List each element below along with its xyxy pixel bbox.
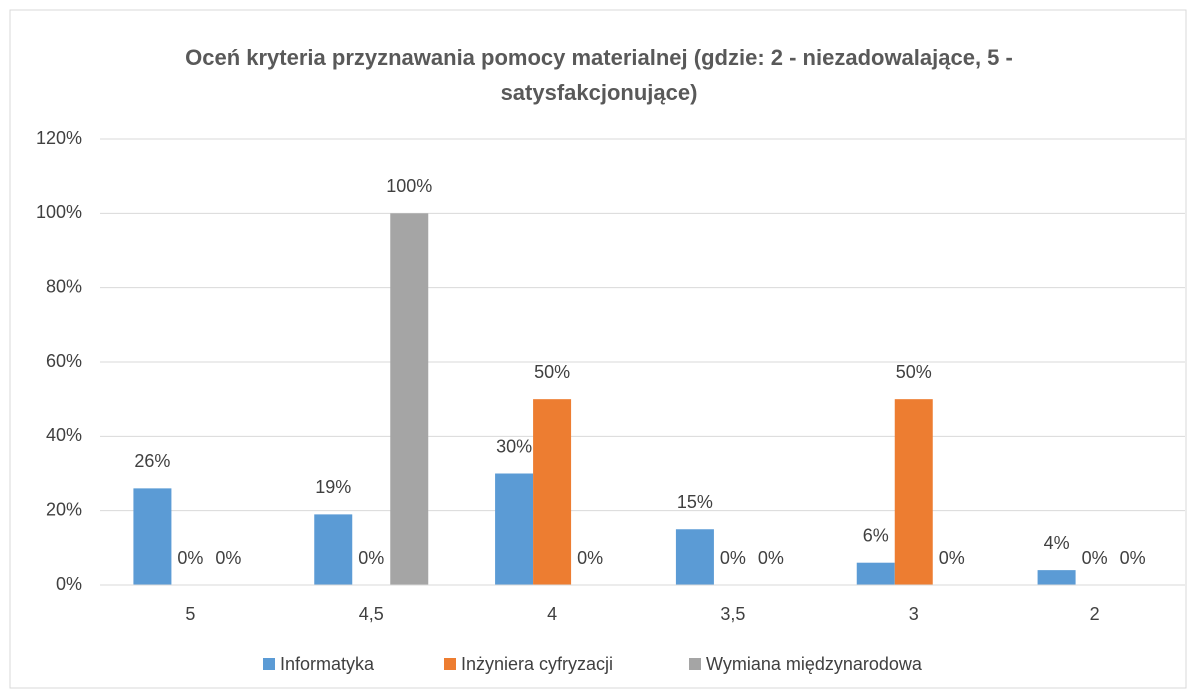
data-label: 0%: [358, 548, 384, 568]
bar: [675, 529, 714, 585]
bar: [314, 514, 353, 585]
legend-label: Wymiana międzynarodowa: [706, 654, 923, 674]
data-label: 15%: [677, 492, 713, 512]
data-label: 0%: [1120, 548, 1146, 568]
data-label: 50%: [896, 362, 932, 382]
bar: [495, 473, 534, 585]
data-label: 100%: [386, 176, 432, 196]
legend-label: Inżyniera cyfryzacji: [461, 654, 613, 674]
bar: [894, 399, 933, 585]
data-label: 0%: [215, 548, 241, 568]
data-label: 0%: [177, 548, 203, 568]
data-label: 19%: [315, 477, 351, 497]
y-tick-label: 0%: [56, 574, 82, 594]
legend-swatch: [689, 658, 701, 670]
bar: [533, 399, 572, 585]
y-tick-label: 100%: [36, 202, 82, 222]
x-tick-label: 4: [547, 604, 557, 624]
bar: [390, 213, 429, 586]
y-tick-label: 80%: [46, 276, 82, 296]
chart-border: [9, 9, 1187, 689]
data-label: 0%: [577, 548, 603, 568]
x-tick-label: 4,5: [359, 604, 384, 624]
data-label: 6%: [863, 525, 889, 545]
legend-label: Informatyka: [280, 654, 375, 674]
data-label: 0%: [720, 548, 746, 568]
x-tick-label: 2: [1090, 604, 1100, 624]
x-tick-label: 3: [909, 604, 919, 624]
y-tick-label: 60%: [46, 351, 82, 371]
data-label: 0%: [758, 548, 784, 568]
data-label: 50%: [534, 362, 570, 382]
data-label: 30%: [496, 436, 532, 456]
data-label: 26%: [134, 451, 170, 471]
data-label: 0%: [939, 548, 965, 568]
y-tick-label: 40%: [46, 425, 82, 445]
bar: [133, 488, 172, 585]
data-label: 4%: [1044, 533, 1070, 553]
data-label: 0%: [1082, 548, 1108, 568]
y-tick-label: 20%: [46, 499, 82, 519]
x-tick-label: 5: [185, 604, 195, 624]
x-tick-label: 3,5: [720, 604, 745, 624]
y-tick-label: 120%: [36, 128, 82, 148]
legend-swatch: [444, 658, 456, 670]
bar: [1037, 570, 1076, 585]
chart-title: Oceń kryteria przyznawania pomocy materi…: [185, 45, 1013, 105]
bar: [856, 562, 895, 585]
legend-swatch: [263, 658, 275, 670]
